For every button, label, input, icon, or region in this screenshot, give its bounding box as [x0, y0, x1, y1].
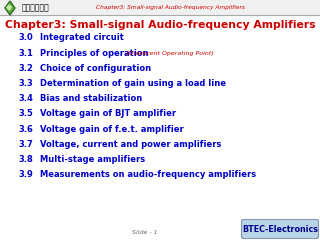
- Text: (Quiescent Operating Point): (Quiescent Operating Point): [122, 51, 213, 56]
- Text: 3.7: 3.7: [18, 140, 33, 149]
- Text: 3.6: 3.6: [18, 125, 33, 134]
- Text: Bias and stabilization: Bias and stabilization: [40, 94, 142, 103]
- Text: 3.0: 3.0: [18, 34, 33, 42]
- Text: Multi-stage amplifiers: Multi-stage amplifiers: [40, 155, 145, 164]
- Text: Choice of configuration: Choice of configuration: [40, 64, 151, 73]
- Text: Principles of operation: Principles of operation: [40, 49, 148, 58]
- Text: Measurements on audio-frequency amplifiers: Measurements on audio-frequency amplifie…: [40, 170, 256, 179]
- Polygon shape: [6, 3, 13, 13]
- Text: 3.5: 3.5: [18, 109, 33, 119]
- Text: 3.1: 3.1: [18, 49, 33, 58]
- Text: Voltage, current and power amplifiers: Voltage, current and power amplifiers: [40, 140, 221, 149]
- Text: Voltage gain of BJT amplifier: Voltage gain of BJT amplifier: [40, 109, 176, 119]
- Text: Chapter3: Small-signal Audio-frequency Amplifiers: Chapter3: Small-signal Audio-frequency A…: [96, 5, 244, 10]
- Text: Chapter3: Small-signal Audio-frequency Amplifiers: Chapter3: Small-signal Audio-frequency A…: [5, 20, 315, 30]
- Text: 3.9: 3.9: [18, 170, 33, 179]
- Text: Integrated circuit: Integrated circuit: [40, 34, 124, 42]
- Text: 3.3: 3.3: [18, 79, 33, 88]
- Text: Voltage gain of f.e.t. amplifier: Voltage gain of f.e.t. amplifier: [40, 125, 184, 134]
- Text: 广东教育学院: 广东教育学院: [22, 3, 50, 12]
- Text: Determination of gain using a load line: Determination of gain using a load line: [40, 79, 226, 88]
- Text: Slide - 1: Slide - 1: [132, 229, 158, 234]
- Polygon shape: [5, 1, 15, 15]
- Polygon shape: [7, 5, 12, 10]
- Text: 3.2: 3.2: [18, 64, 33, 73]
- Text: 3.4: 3.4: [18, 94, 33, 103]
- FancyBboxPatch shape: [0, 0, 320, 15]
- FancyBboxPatch shape: [242, 220, 318, 239]
- Text: 3.8: 3.8: [18, 155, 33, 164]
- Text: BTEC-Electronics: BTEC-Electronics: [242, 224, 318, 234]
